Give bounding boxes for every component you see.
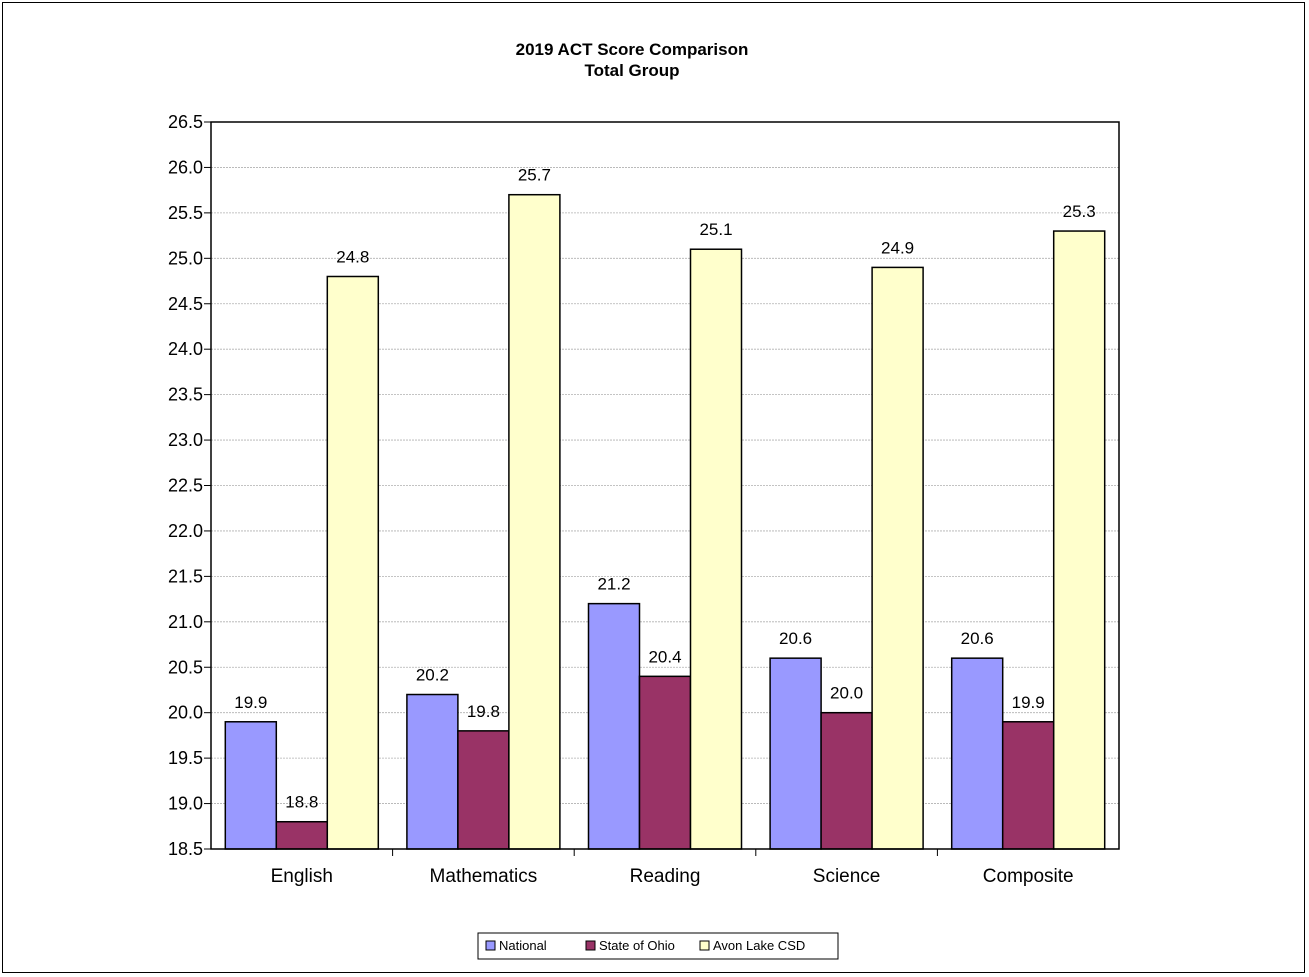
legend-box: [477, 932, 839, 960]
y-tick-label: 19.0: [168, 794, 203, 814]
y-tick-label: 22.5: [168, 476, 203, 496]
data-label: 18.8: [285, 793, 318, 812]
y-tick-label: 24.5: [168, 294, 203, 314]
data-label: 25.7: [518, 166, 551, 185]
bar: [769, 657, 822, 850]
bars: [224, 193, 1106, 850]
x-tick-label: Mathematics: [430, 866, 538, 887]
data-label: 24.8: [336, 247, 369, 266]
y-tick-label: 20.5: [168, 657, 203, 677]
data-label: 20.6: [961, 629, 994, 648]
x-axis: English Mathematics Reading Science Composit…: [271, 849, 1074, 887]
x-tick-label: Science: [813, 866, 881, 887]
y-tick-label: 22.0: [168, 521, 203, 541]
bar: [820, 711, 873, 850]
x-tick-label: Composite: [983, 866, 1074, 887]
bar: [1001, 721, 1055, 850]
legend-swatch: [699, 940, 710, 951]
bar: [587, 602, 641, 850]
data-label: 25.1: [699, 220, 732, 239]
data-label: 19.9: [234, 693, 267, 712]
legend-swatch: [585, 940, 596, 951]
y-tick-label: 21.5: [168, 566, 203, 586]
data-label: 25.3: [1063, 202, 1096, 221]
bar: [871, 266, 924, 850]
y-axis: 18.5 19.0 19.5 20.0 20.5 21.0 21.5 22.0 22.5 23.0…: [168, 112, 211, 859]
legend-label: State of Ohio: [599, 938, 675, 953]
data-label: 19.9: [1012, 693, 1045, 712]
x-tick-label: Reading: [630, 866, 701, 887]
y-tick-label: 21.0: [168, 612, 203, 632]
y-tick-label: 25.0: [168, 248, 203, 268]
data-label: 24.9: [881, 238, 914, 257]
bar: [406, 693, 459, 850]
data-label: 20.0: [830, 684, 863, 703]
bar: [508, 193, 561, 850]
x-tick-label: English: [271, 866, 333, 887]
data-label: 20.6: [779, 629, 812, 648]
y-tick-label: 23.5: [168, 385, 203, 405]
y-tick-label: 20.0: [168, 703, 203, 723]
bar: [950, 657, 1004, 850]
data-labels: 19.9 18.8 24.8 20.2 19.8 25.7 21.2 20.4 25.1 20.6…: [234, 166, 1095, 812]
y-tick-label: 25.5: [168, 203, 203, 223]
bar: [689, 248, 743, 850]
y-tick-label: 19.5: [168, 748, 203, 768]
y-tick-label: 26.5: [168, 112, 203, 132]
legend-label: National: [499, 938, 547, 953]
bar: [638, 675, 692, 850]
chart-subtitle: Total Group: [584, 61, 679, 80]
bar: [1052, 230, 1106, 850]
y-tick-label: 26.0: [168, 157, 203, 177]
legend-swatch: [485, 940, 496, 951]
data-label: 19.8: [467, 702, 500, 721]
y-tick-label: 18.5: [168, 839, 203, 859]
bar: [457, 730, 510, 850]
data-label: 21.2: [597, 575, 630, 594]
chart-title: 2019 ACT Score Comparison: [516, 40, 749, 59]
data-label: 20.4: [648, 647, 681, 666]
bar: [326, 275, 380, 850]
bar-chart: 2019 ACT Score Comparison Total Group 18…: [168, 40, 1120, 960]
legend-label: Avon Lake CSD: [713, 938, 805, 953]
bar: [224, 721, 278, 850]
y-tick-label: 24.0: [168, 339, 203, 359]
legend: National State of Ohio Avon Lake CSD: [477, 932, 839, 960]
data-label: 20.2: [416, 666, 449, 685]
y-tick-label: 23.0: [168, 430, 203, 450]
bar: [275, 820, 329, 850]
